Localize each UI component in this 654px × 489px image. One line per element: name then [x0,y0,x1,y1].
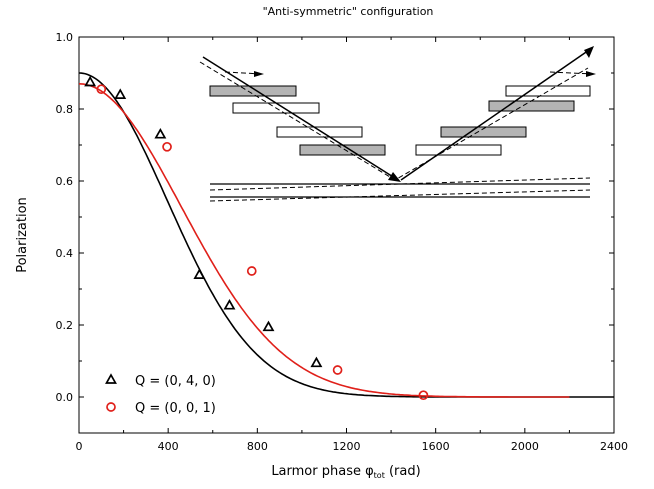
legend-marker-triangle [105,373,117,384]
chart-title: "Anti-symmetric" configuration [263,5,434,18]
x-tick-label: 400 [158,440,179,453]
data-point-triangle [154,127,167,139]
x-axis-title-sub: tot [374,471,385,480]
legend: Q = (0, 4, 0) Q = (0, 0, 1) [105,373,216,416]
inset-dashed-line [209,177,591,191]
data-point-triangle [84,75,97,87]
inset-coil-shaded [440,126,527,138]
fit-curve [78,83,570,398]
x-tick-label: 800 [247,440,268,453]
data-point-triangle [310,356,323,368]
data-point-circle [418,390,429,401]
inset-coil-shaded [299,144,386,156]
data-point-triangle [193,268,206,279]
inset-arrow-head [584,46,594,58]
x-axis-title-unit: (rad) [385,464,421,479]
x-axis-title: Larmor phase φtot (rad) [271,464,420,480]
y-tick-label: 0.4 [56,247,74,260]
data-point-triangle [114,88,127,99]
inset-coil-open [415,144,502,156]
inset-arrow-head [388,172,401,182]
x-axis-title-main: Larmor phase φ [271,464,373,479]
inset-coil-shaded [209,85,297,97]
inset-dashed-beam [199,61,589,181]
x-tick-label: 2400 [600,440,628,453]
y-tick-label: 0.0 [56,391,74,404]
data-point-circle [246,266,257,276]
data-point-triangle [262,320,275,332]
data-point-triangle [223,298,236,310]
x-tick-label: 2000 [511,440,539,453]
data-points [84,75,429,401]
y-axis-title: Polarization [15,197,30,273]
y-tick-label: 0.8 [56,103,74,116]
legend-label-series-2: Q = (0, 0, 1) [135,401,216,416]
inset-arrow-head [586,71,596,77]
legend-label-series-1: Q = (0, 4, 0) [135,374,216,389]
x-tick-label: 1200 [333,440,361,453]
inset-beam-out [400,47,593,181]
inset-dashed-line [209,189,591,202]
data-point-circle [162,141,172,152]
fit-curve [78,72,614,398]
legend-marker-circle [106,402,116,412]
fit-curves [78,72,614,398]
y-tick-label: 0.6 [56,175,74,188]
data-point-circle [332,365,343,375]
inset-beam-in [202,56,399,181]
x-tick-label: 0 [76,440,83,453]
data-point-circle [96,84,107,95]
inset-arrow-head [254,71,264,77]
x-tick-label: 1600 [422,440,450,453]
axis-ticks: 0 400 800 1200 1600 2000 2400 0.0 0.2 0.4 0.6 0.8 1.… [56,31,629,453]
y-tick-label: 1.0 [56,31,74,44]
y-tick-label: 0.2 [56,319,74,332]
inset-coil-open [276,126,363,138]
inset-dashed-beam [224,71,263,75]
inset-schematic [199,46,596,202]
